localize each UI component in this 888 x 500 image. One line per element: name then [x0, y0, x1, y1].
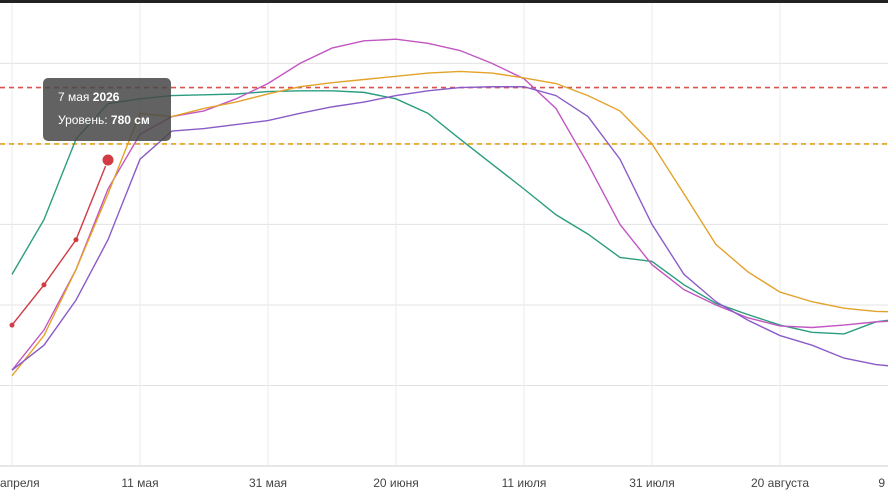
- x-tick-label: 20 августа: [751, 476, 809, 490]
- series-line: [11, 159, 109, 326]
- tooltip-label: Уровень:: [58, 113, 108, 127]
- x-tick-label: 9: [878, 476, 885, 490]
- tooltip-date: 7 мая: [58, 90, 90, 104]
- x-tick-label: 31 мая: [249, 476, 287, 490]
- tooltip: 7 мая 2026 Уровень: 780 см: [43, 78, 171, 141]
- point: [41, 282, 47, 288]
- x-tick-label: апреля: [0, 476, 40, 490]
- x-tick-label: 20 июня: [373, 476, 419, 490]
- tooltip-year: 2026: [92, 90, 120, 104]
- point: [9, 322, 15, 328]
- tooltip-value: 780 см: [110, 113, 150, 127]
- x-tick-label: 31 июля: [629, 476, 675, 490]
- x-tick-label: 11 мая: [121, 476, 158, 490]
- x-tick-label: 11 июля: [502, 476, 547, 490]
- hover-point: [101, 153, 115, 167]
- point: [73, 237, 79, 243]
- top-bar: [0, 0, 888, 3]
- x-axis: апреля 11 мая 31 мая 20 июня 11 июля 31 июля 2…: [0, 476, 885, 490]
